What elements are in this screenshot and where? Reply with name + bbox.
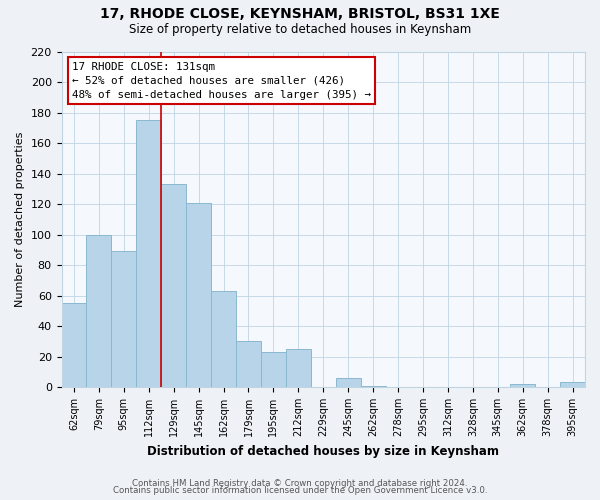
Bar bbox=[62, 303, 86, 387]
Bar bbox=[510, 384, 535, 387]
Bar bbox=[211, 291, 236, 387]
Text: 17, RHODE CLOSE, KEYNSHAM, BRISTOL, BS31 1XE: 17, RHODE CLOSE, KEYNSHAM, BRISTOL, BS31… bbox=[100, 8, 500, 22]
Bar bbox=[112, 252, 136, 387]
Text: Size of property relative to detached houses in Keynsham: Size of property relative to detached ho… bbox=[129, 22, 471, 36]
Bar bbox=[261, 352, 286, 387]
Text: Contains public sector information licensed under the Open Government Licence v3: Contains public sector information licen… bbox=[113, 486, 487, 495]
Bar bbox=[136, 120, 161, 387]
Bar bbox=[161, 184, 186, 387]
Text: Contains HM Land Registry data © Crown copyright and database right 2024.: Contains HM Land Registry data © Crown c… bbox=[132, 478, 468, 488]
Bar bbox=[286, 349, 311, 387]
X-axis label: Distribution of detached houses by size in Keynsham: Distribution of detached houses by size … bbox=[147, 444, 499, 458]
Bar bbox=[236, 342, 261, 387]
Bar bbox=[560, 382, 585, 387]
Text: 17 RHODE CLOSE: 131sqm
← 52% of detached houses are smaller (426)
48% of semi-de: 17 RHODE CLOSE: 131sqm ← 52% of detached… bbox=[72, 62, 371, 100]
Bar bbox=[336, 378, 361, 387]
Bar bbox=[186, 202, 211, 387]
Bar bbox=[86, 234, 112, 387]
Y-axis label: Number of detached properties: Number of detached properties bbox=[15, 132, 25, 307]
Bar bbox=[361, 386, 386, 387]
